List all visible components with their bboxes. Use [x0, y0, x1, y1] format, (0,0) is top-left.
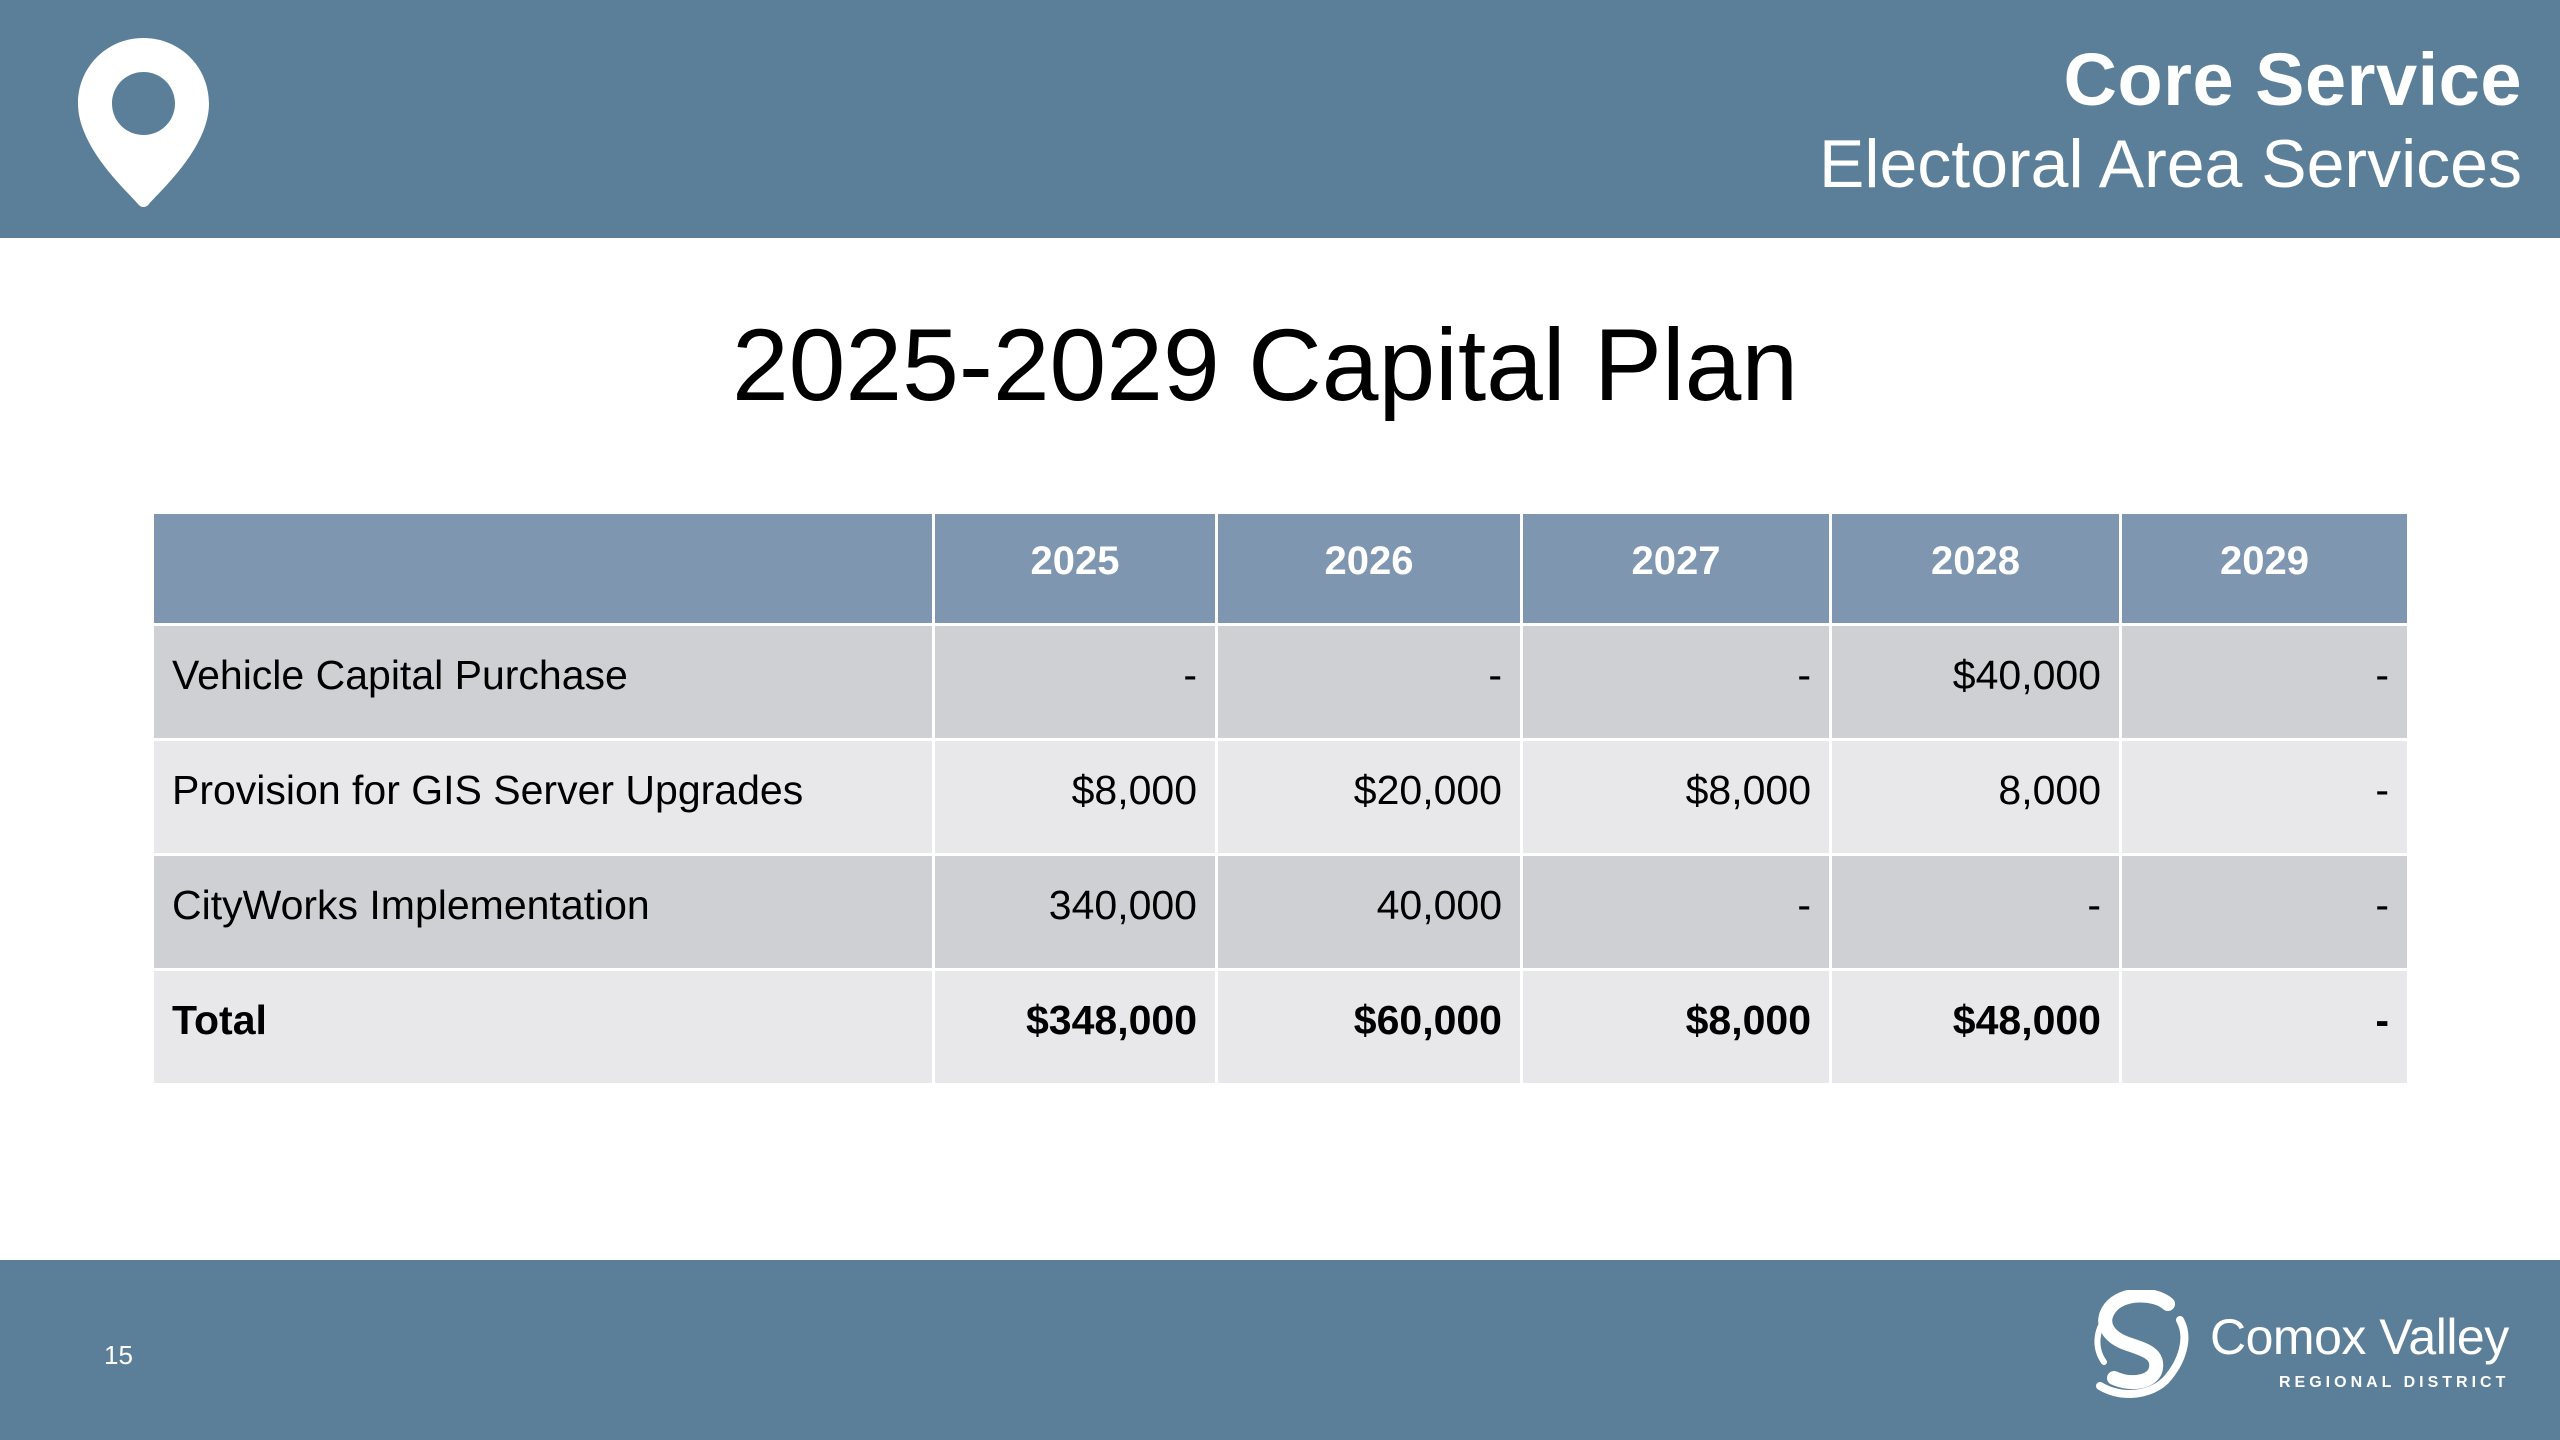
table-cell: $8,000 [935, 741, 1215, 853]
header-titles: Core Service Electoral Area Services [1819, 36, 2522, 204]
logo-subtitle: REGIONAL DISTRICT [2279, 1374, 2510, 1391]
column-header: 2025 [935, 514, 1215, 623]
table-cell: - [1832, 856, 2119, 968]
row-label: Vehicle Capital Purchase [154, 626, 932, 738]
header-subtitle: Electoral Area Services [1819, 126, 2522, 202]
page-number: 15 [104, 1340, 133, 1370]
table-cell: $60,000 [1218, 971, 1520, 1083]
logo-name: Comox Valley [2210, 1309, 2509, 1365]
table-cell: $348,000 [935, 971, 1215, 1083]
column-header: 2026 [1218, 514, 1520, 623]
row-label: CityWorks Implementation [154, 856, 932, 968]
table-cell: $40,000 [1832, 626, 2119, 738]
header-title: Core Service [2063, 38, 2522, 121]
table-cell: $20,000 [1218, 741, 1520, 853]
map-pin-icon [78, 38, 209, 207]
table-cell: - [2122, 626, 2407, 738]
comox-valley-logo: Comox Valley REGIONAL DISTRICT [2084, 1290, 2514, 1410]
table-cell: - [1523, 856, 1829, 968]
table-header-row: 2025 2026 2027 2028 2029 [154, 514, 2407, 623]
table-cell: $48,000 [1832, 971, 2119, 1083]
total-row: Total $348,000 $60,000 $8,000 $48,000 - [154, 971, 2407, 1083]
column-header [154, 514, 932, 623]
table-row: Vehicle Capital Purchase - - - $40,000 - [154, 626, 2407, 738]
row-label: Total [154, 971, 932, 1083]
table-cell: - [2122, 741, 2407, 853]
table-cell: 8,000 [1832, 741, 2119, 853]
row-label: Provision for GIS Server Upgrades [154, 741, 932, 853]
table-cell: 40,000 [1218, 856, 1520, 968]
crd-logo-icon [2094, 1290, 2189, 1398]
table-cell: - [2122, 971, 2407, 1083]
table-cell: $8,000 [1523, 971, 1829, 1083]
capital-plan-table: 2025 2026 2027 2028 2029 Vehicle Capital… [154, 514, 2407, 1086]
table-cell: 340,000 [935, 856, 1215, 968]
column-header: 2028 [1832, 514, 2119, 623]
table-cell: - [1523, 626, 1829, 738]
table-cell: $8,000 [1523, 741, 1829, 853]
table-cell: - [2122, 856, 2407, 968]
table-cell: - [935, 626, 1215, 738]
column-header: 2027 [1523, 514, 1829, 623]
header-band: Core Service Electoral Area Services [0, 0, 2560, 238]
table-cell: - [1218, 626, 1520, 738]
column-header: 2029 [2122, 514, 2407, 623]
table-row: CityWorks Implementation 340,000 40,000 … [154, 856, 2407, 968]
table-row: Provision for GIS Server Upgrades $8,000… [154, 741, 2407, 853]
footer-band: 15 Comox Valley REGIONAL DISTRICT [0, 1260, 2560, 1440]
slide-title: 2025-2029 Capital Plan [731, 308, 1799, 422]
